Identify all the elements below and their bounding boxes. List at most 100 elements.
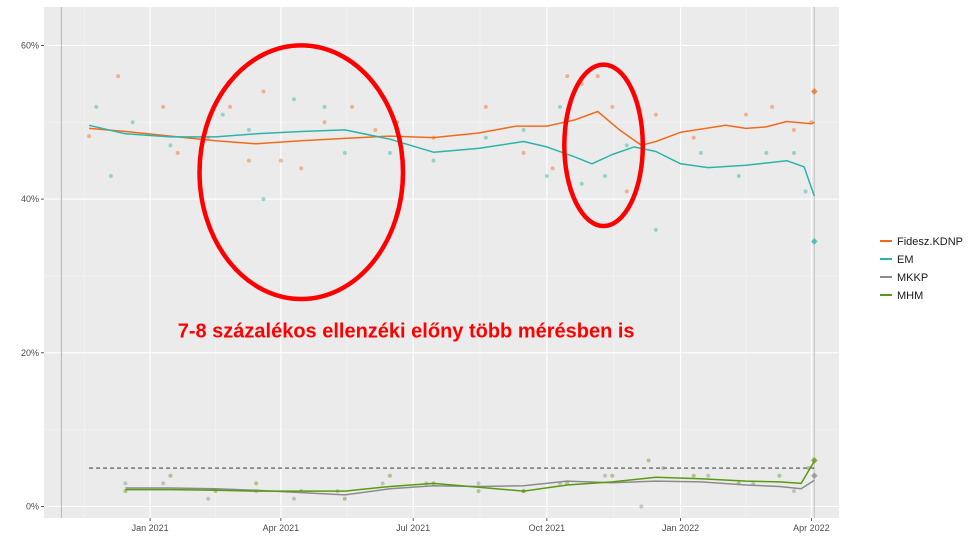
em-poll-point: [130, 120, 135, 125]
fidesz-kdnp-poll-point: [624, 189, 629, 194]
mhm-poll-point: [254, 481, 259, 486]
mhm-poll-point: [168, 473, 173, 478]
highlight-ellipse: [197, 43, 406, 302]
mkkp-poll-point: [291, 496, 296, 501]
mhm-poll-point: [387, 473, 392, 478]
em-poll-point: [342, 151, 347, 155]
y-axis-ticks: 0% 20% 40% 60%: [21, 40, 44, 511]
fidesz-kdnp-poll-point: [161, 104, 166, 109]
em-poll-point: [791, 151, 796, 155]
fidesz-kdnp-result-marker: [810, 88, 818, 96]
em-poll-point: [246, 127, 251, 132]
y-tick-label: 0%: [26, 501, 39, 511]
x-tick-label: Jul 2021: [396, 523, 430, 533]
mkkp-result-marker: [810, 472, 818, 480]
x-tick-label: Apr 2021: [263, 523, 300, 533]
em-poll-point: [168, 143, 173, 148]
grid-minor: [44, 7, 839, 518]
fidesz-kdnp-poll-point: [87, 134, 92, 139]
fidesz-kdnp-poll-point: [175, 151, 180, 155]
annotation-text: 7-8 százalékos ellenzéki előny több méré…: [178, 320, 635, 342]
x-tick-label: Apr 2022: [793, 523, 830, 533]
fidesz-kdnp-poll-point: [770, 104, 775, 109]
mkkp-poll-point: [380, 481, 385, 486]
x-tick-label: Jan 2021: [132, 523, 169, 533]
highlight-ellipse: [562, 62, 646, 229]
x-axis-ticks: Jan 2021 Apr 2021 Jul 2021 Oct 2021 Jan 2022…: [132, 518, 830, 533]
fidesz-kdnp-poll-point: [595, 74, 600, 79]
fidesz-kdnp-poll-point: [791, 127, 796, 132]
em-poll-point: [483, 135, 488, 140]
mhm-poll-point: [610, 473, 615, 478]
mkkp-poll-point: [639, 504, 644, 509]
fidesz-kdnp-poll-point: [743, 112, 748, 117]
legend-label: MHM: [897, 290, 923, 302]
fidesz-kdnp-poll-point: [653, 112, 658, 117]
mkkp-poll-point: [161, 481, 166, 486]
fidesz-kdnp-poll-point: [521, 151, 526, 155]
fidesz-kdnp-poll-point: [610, 104, 615, 109]
em-poll-point: [653, 227, 658, 232]
mhm-poll-point: [476, 489, 481, 494]
fidesz-kdnp-poll-point: [322, 120, 327, 125]
y-tick-label: 60%: [21, 40, 39, 50]
mhm-poll-point: [646, 458, 651, 463]
poll-points: [87, 74, 818, 509]
em-poll-point: [624, 143, 629, 148]
mkkp-trend-line: [125, 479, 815, 496]
fidesz-kdnp-poll-point: [228, 104, 233, 109]
fidesz-kdnp-poll-point: [565, 74, 570, 79]
fidesz-kdnp-poll-point: [278, 158, 283, 163]
legend-label: EM: [897, 254, 914, 266]
mkkp-poll-point: [476, 481, 481, 486]
em-poll-point: [544, 174, 549, 179]
em-poll-point: [431, 158, 436, 163]
em-poll-point: [387, 151, 392, 155]
em-poll-point: [291, 97, 296, 102]
em-poll-point: [698, 151, 703, 155]
mkkp-poll-point: [603, 473, 608, 478]
em-poll-point: [579, 181, 584, 186]
mkkp-poll-point: [791, 489, 796, 494]
em-poll-point: [322, 104, 327, 109]
em-poll-point: [736, 174, 741, 179]
em-poll-point: [94, 104, 99, 109]
mhm-poll-point: [777, 473, 782, 478]
fidesz-kdnp-poll-point: [550, 166, 555, 171]
mkkp-poll-point: [661, 466, 666, 471]
fidesz-kdnp-poll-point: [373, 127, 378, 132]
mhm-trend-line: [125, 460, 815, 492]
mkkp-poll-point: [706, 473, 711, 478]
fidesz-kdnp-poll-point: [116, 74, 121, 79]
legend-label: MKKP: [897, 272, 928, 284]
mhm-poll-point: [342, 496, 347, 501]
mkkp-poll-point: [123, 481, 128, 486]
trend-lines: [88, 110, 816, 496]
y-tick-label: 40%: [21, 194, 39, 204]
legend: Fidesz.KDNP EM MKKP MHM: [880, 236, 963, 302]
fidesz-kdnp-poll-point: [691, 135, 696, 140]
mhm-result-marker: [810, 456, 818, 464]
x-tick-label: Oct 2021: [529, 523, 566, 533]
em-poll-point: [803, 189, 808, 194]
fidesz-kdnp-poll-point: [261, 89, 266, 94]
em-trend-line: [88, 124, 816, 197]
grid-major: [44, 7, 839, 518]
fidesz-kdnp-poll-point: [483, 104, 488, 109]
em-result-marker: [810, 237, 818, 245]
legend-label: Fidesz.KDNP: [897, 236, 963, 248]
em-poll-point: [521, 127, 526, 132]
plot-panel: [44, 7, 839, 518]
em-poll-point: [603, 174, 608, 179]
fidesz-kdnp-poll-point: [350, 104, 355, 109]
x-tick-label: Jan 2022: [662, 523, 699, 533]
y-tick-label: 20%: [21, 348, 39, 358]
fidesz-kdnp-trend-line: [89, 110, 815, 147]
highlight-ellipses: [197, 43, 646, 302]
mkkp-poll-point: [206, 496, 211, 501]
fidesz-kdnp-poll-point: [299, 166, 304, 171]
em-poll-point: [261, 197, 266, 202]
em-poll-point: [108, 174, 113, 179]
em-poll-point: [764, 151, 769, 155]
